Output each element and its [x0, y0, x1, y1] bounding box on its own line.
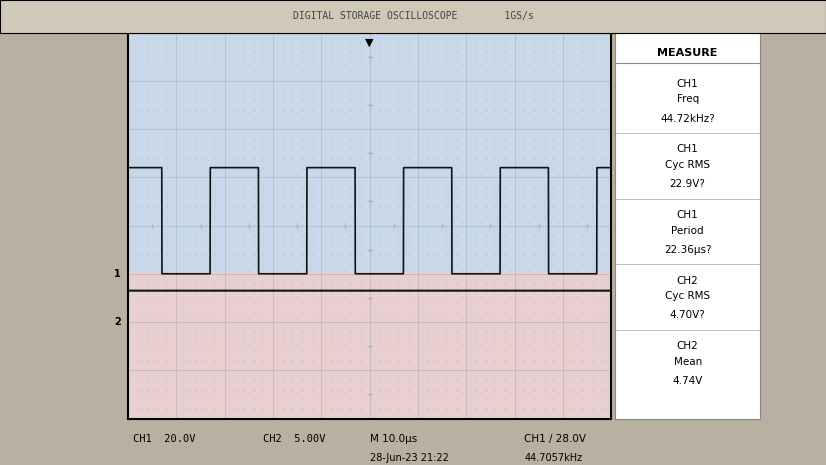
Text: M Pos: 40.00ns: M Pos: 40.00ns [491, 15, 574, 25]
Text: ᴍ: ᴍ [263, 12, 273, 25]
Text: CH1 / 28.0V: CH1 / 28.0V [525, 434, 586, 444]
Text: 22.9V?: 22.9V? [670, 179, 705, 189]
Bar [128, 272, 611, 418]
Text: 4.70V?: 4.70V? [670, 311, 705, 320]
Text: 44.7057kHz: 44.7057kHz [525, 453, 582, 463]
Text: DIGITAL STORAGE OSCILLOSCOPE        1GS/s: DIGITAL STORAGE OSCILLOSCOPE 1GS/s [292, 11, 534, 21]
Text: 44.72kHz?: 44.72kHz? [660, 113, 715, 124]
Text: CH1: CH1 [676, 79, 699, 89]
Text: M 10.0μs: M 10.0μs [370, 434, 417, 444]
Text: CH2: CH2 [676, 276, 699, 286]
Text: Cyc RMS: Cyc RMS [665, 160, 710, 170]
Text: CH1: CH1 [676, 210, 699, 220]
Text: MEASURE: MEASURE [657, 48, 718, 58]
Text: Tek: Tek [133, 11, 158, 25]
Text: Cyc RMS: Cyc RMS [665, 291, 710, 301]
Text: CH2  5.00V: CH2 5.00V [263, 434, 325, 444]
Text: Mean: Mean [673, 357, 702, 367]
Text: ▼: ▼ [365, 37, 374, 47]
Text: 28-Jun-23 21:22: 28-Jun-23 21:22 [370, 453, 449, 463]
Text: CH1  20.0V: CH1 20.0V [133, 434, 196, 444]
Text: CH2: CH2 [676, 341, 699, 352]
Text: Freq: Freq [676, 94, 699, 104]
Text: 1: 1 [114, 269, 121, 279]
Text: CH1: CH1 [676, 145, 699, 154]
Text: 22.36μs?: 22.36μs? [664, 245, 711, 255]
Text: Period: Period [672, 226, 704, 236]
Text: 2: 2 [114, 317, 121, 327]
Text: 4.74V: 4.74V [672, 376, 703, 386]
Text: ⬛ Trig'd: ⬛ Trig'd [321, 15, 362, 25]
Text: ◄: ◄ [0, 464, 1, 465]
